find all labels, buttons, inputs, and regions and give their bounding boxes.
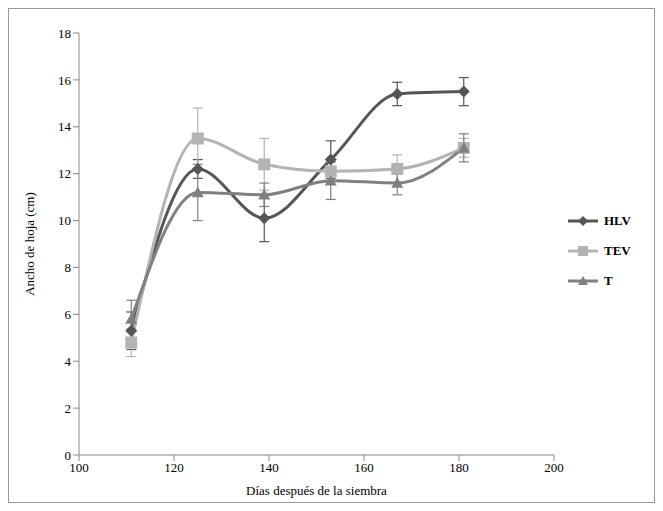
svg-text:200: 200 — [544, 460, 564, 475]
svg-text:12: 12 — [58, 166, 71, 181]
html-text:TEV: TEV — [604, 242, 631, 258]
svg-text:160: 160 — [354, 460, 374, 475]
svg-text:4: 4 — [65, 354, 72, 369]
svg-text:10: 10 — [58, 213, 71, 228]
html-text:HLV: HLV — [604, 212, 631, 228]
svg-text:8: 8 — [65, 260, 72, 275]
svg-text:180: 180 — [449, 460, 469, 475]
svg-text:0: 0 — [65, 448, 72, 463]
svg-text:6: 6 — [65, 307, 72, 322]
svg-text:100: 100 — [69, 460, 89, 475]
svg-text:2: 2 — [65, 401, 72, 416]
svg-text:18: 18 — [58, 26, 71, 41]
html-text:T: T — [604, 272, 613, 288]
svg-text:120: 120 — [164, 460, 184, 475]
svg-text:16: 16 — [58, 73, 72, 88]
svg-text:Ancho de hoja (cm): Ancho de hoja (cm) — [22, 192, 37, 296]
svg-text:14: 14 — [58, 119, 72, 134]
svg-text:140: 140 — [259, 460, 279, 475]
svg-text:Días después de la siembra: Días después de la siembra — [246, 483, 387, 498]
